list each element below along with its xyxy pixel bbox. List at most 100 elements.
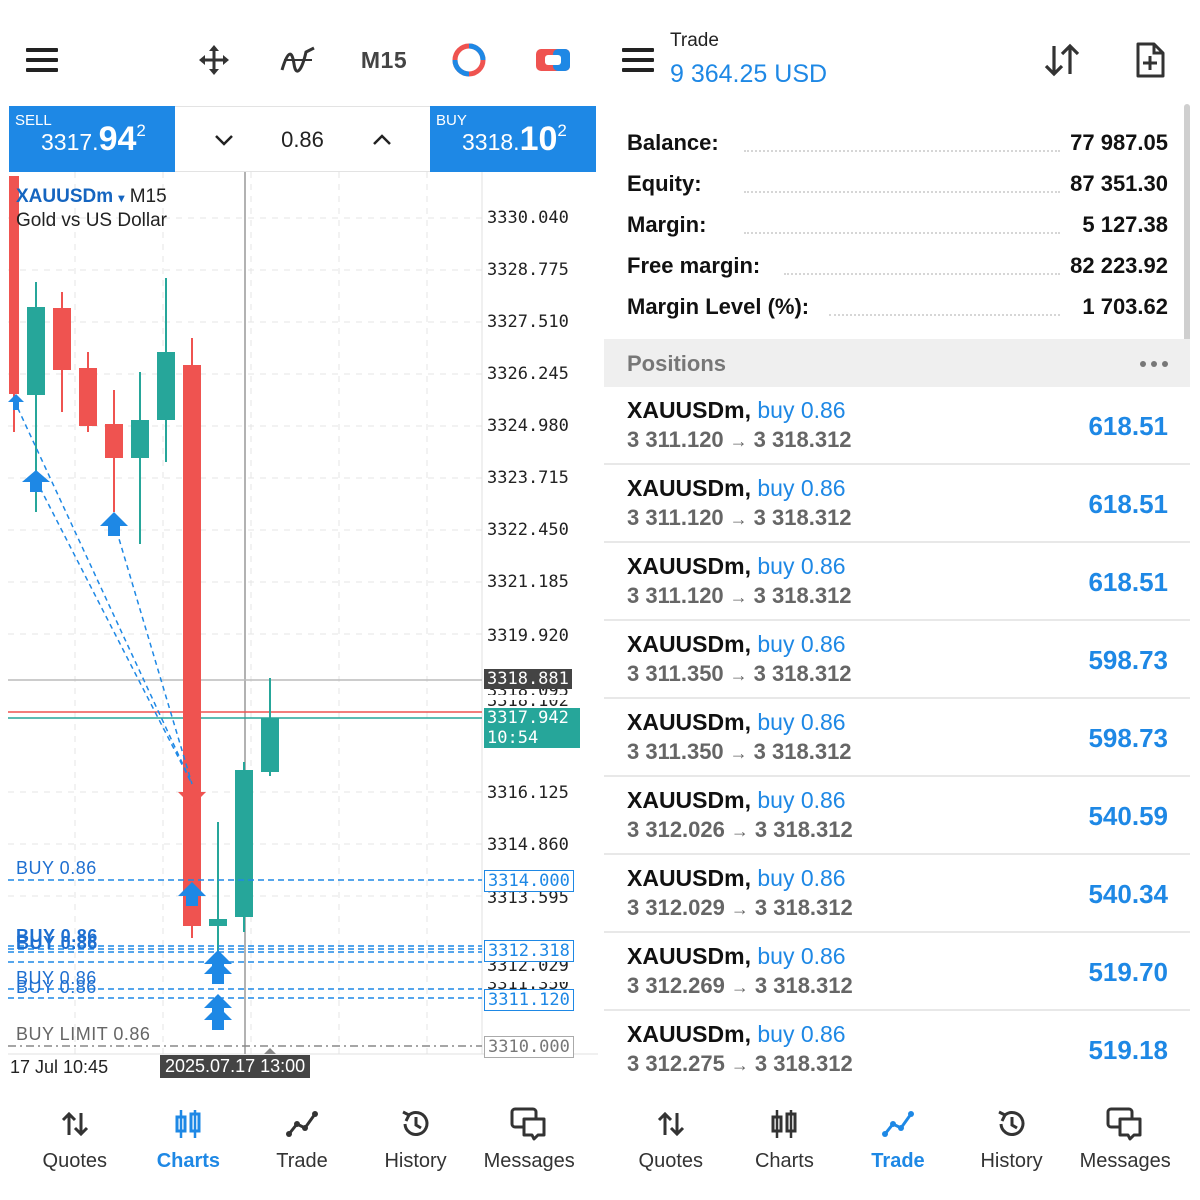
position-row[interactable]: XAUUSDm, buy 0.86 3 311.120 → 3 318.312 61…: [604, 387, 1190, 465]
nav-trade[interactable]: Trade: [245, 1088, 359, 1188]
position-row[interactable]: XAUUSDm, buy 0.86 3 312.269 → 3 318.312 51…: [604, 933, 1190, 1011]
bottom-navigation-left: Quotes Charts Trade History Messages: [18, 1088, 586, 1200]
summary-row: Equity: 87 351.30: [627, 171, 1168, 197]
order-label[interactable]: BUY 0.86: [16, 933, 98, 953]
position-row[interactable]: XAUUSDm, buy 0.86 3 311.350 → 3 318.312 59…: [604, 621, 1190, 699]
quotes-icon: [18, 1106, 132, 1142]
order-label[interactable]: BUY 0.86: [16, 926, 98, 946]
order-label[interactable]: BUY 0.86: [16, 858, 97, 878]
price-scale-label: 3323.715: [487, 468, 569, 488]
buy-price: 3318.102: [462, 120, 567, 158]
summary-row: Margin: 5 127.38: [627, 212, 1168, 238]
chart-toolbar: M15: [0, 20, 598, 100]
one-click-trade-panel: SELL 3317.942 0.86 BUY 3318.102: [9, 106, 597, 172]
sort-icon[interactable]: [1042, 40, 1082, 80]
price-scale-label: 3328.775: [487, 260, 569, 280]
summary-row: Free margin: 82 223.92: [627, 253, 1168, 279]
sell-price: 3317.942: [41, 120, 146, 158]
position-row[interactable]: XAUUSDm, buy 0.86 3 312.026 → 3 318.312 54…: [604, 777, 1190, 855]
history-icon: [955, 1106, 1069, 1142]
summary-row: Margin Level (%): 1 703.62: [627, 294, 1168, 320]
price-scale-label: 3314.860: [487, 835, 569, 855]
price-scale-label-overlapped: 3318.095: [487, 685, 569, 695]
trade-arrows: [8, 394, 276, 1054]
chart-screen: M15 SELL 3317.942 0.86: [0, 0, 598, 1200]
summary-row: Balance: 77 987.05: [627, 130, 1168, 156]
quotes-icon: [614, 1106, 728, 1142]
nav-quotes[interactable]: Quotes: [18, 1088, 132, 1188]
position-row[interactable]: XAUUSDm, buy 0.86 3 312.275 → 3 318.312 51…: [627, 1021, 1168, 1076]
price-scale-label: 3330.040: [487, 208, 569, 228]
charts-icon: [728, 1106, 842, 1142]
position-row[interactable]: XAUUSDm, buy 0.86 3 312.029 → 3 318.312 54…: [604, 855, 1190, 933]
buy-caption: BUY: [436, 112, 467, 129]
price-scale-label: 3316.125: [487, 783, 569, 803]
price-scale-label-overlapped: 3311.350: [484, 982, 572, 990]
nav-quotes[interactable]: Quotes: [614, 1088, 728, 1188]
bottom-navigation-right: Quotes Charts Trade History Messages: [614, 1088, 1182, 1200]
history-icon: [359, 1106, 473, 1142]
nav-charts[interactable]: Charts: [132, 1088, 246, 1188]
order-price-label: 3314.000: [484, 870, 574, 892]
nav-history[interactable]: History: [359, 1088, 473, 1188]
sell-button[interactable]: SELL 3317.942: [9, 106, 175, 172]
position-row[interactable]: XAUUSDm, buy 0.86 3 311.350 → 3 318.312 59…: [604, 699, 1190, 777]
time-axis-label: 17 Jul 10:45: [10, 1057, 109, 1077]
chart-symbol-selector[interactable]: XAUUSDm ▾ M15: [16, 186, 167, 207]
nav-charts[interactable]: Charts: [728, 1088, 842, 1188]
price-scale-label: 3319.920: [487, 626, 569, 646]
order-label[interactable]: BUY 0.86: [16, 977, 97, 997]
nav-messages[interactable]: Messages: [472, 1088, 586, 1188]
position-row[interactable]: XAUUSDm, buy 0.86 3 311.120 → 3 318.312 61…: [604, 543, 1190, 621]
timeframe-button[interactable]: M15: [360, 46, 408, 73]
crosshair-time-label: 2025.07.17 13:00: [160, 1055, 311, 1078]
bid-price-label: 3317.942 10:54: [484, 708, 580, 748]
lot-size-control: 0.86: [175, 106, 430, 172]
price-scale-label-overlapped: 3318.102: [484, 700, 572, 708]
candles: [9, 176, 279, 972]
account-balance-header: 9 364.25 USD: [670, 60, 828, 88]
scrollbar[interactable]: [1184, 104, 1190, 344]
position-row[interactable]: XAUUSDm, buy 0.86 3 311.120 → 3 318.312 61…: [604, 465, 1190, 543]
trade-icon: [245, 1106, 359, 1142]
trade-icon: [841, 1106, 955, 1142]
price-scale-label-overlapped: 3312.029: [487, 962, 569, 972]
new-order-icon[interactable]: [1130, 40, 1170, 80]
nav-messages[interactable]: Messages: [1068, 1088, 1182, 1188]
price-scale-label: 3327.510: [487, 312, 569, 332]
order-label[interactable]: BUY 0.86: [16, 968, 97, 988]
bar-timer: 10:54: [487, 728, 539, 748]
order-price-label: 3311.120: [484, 989, 574, 1011]
price-scale-label: 3321.185: [487, 572, 569, 592]
charts-icon: [132, 1106, 246, 1142]
menu-icon[interactable]: [24, 42, 60, 78]
price-chart[interactable]: [0, 172, 598, 1084]
order-price-label: 3312.318: [484, 940, 574, 962]
one-click-trading-icon[interactable]: [534, 42, 572, 78]
messages-icon: [472, 1106, 586, 1142]
price-scale-label: 3322.450: [487, 520, 569, 540]
more-options-icon[interactable]: [1140, 361, 1168, 367]
order-label[interactable]: BUY LIMIT 0.86: [16, 1024, 151, 1044]
chevron-down-icon[interactable]: [207, 123, 241, 157]
trade-history-lines: [13, 399, 193, 785]
trade-screen: Trade 9 364.25 USD Balance: 77 987.05 Equ…: [604, 0, 1200, 1200]
buy-button[interactable]: BUY 3318.102: [430, 106, 596, 172]
messages-icon: [1068, 1106, 1182, 1142]
sell-caption: SELL: [15, 112, 52, 129]
order-price-label: 3310.000: [484, 1036, 574, 1058]
indicators-icon[interactable]: [280, 42, 316, 78]
price-scale-label: 3324.980: [487, 416, 569, 436]
chart-symbol-description: Gold vs US Dollar: [16, 210, 167, 231]
move-crosshair-icon[interactable]: [196, 42, 232, 78]
positions-header: Positions: [604, 339, 1190, 387]
crosshair-price-label: 3318.881: [484, 669, 572, 689]
chevron-up-icon[interactable]: [365, 123, 399, 157]
nav-history[interactable]: History: [955, 1088, 1069, 1188]
nav-trade[interactable]: Trade: [841, 1088, 955, 1188]
page-title: Trade: [670, 30, 719, 51]
menu-icon[interactable]: [620, 42, 656, 78]
lot-size-value[interactable]: 0.86: [281, 127, 324, 152]
app-logo-icon[interactable]: [451, 42, 487, 78]
price-scale-label: 3313.595: [487, 888, 569, 908]
